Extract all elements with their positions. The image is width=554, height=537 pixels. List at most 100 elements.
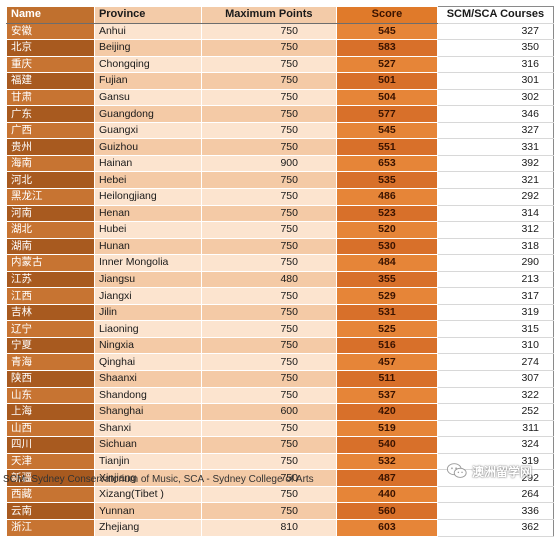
cell-name: 上海 — [6, 403, 95, 421]
cell-courses: 292 — [436, 188, 554, 206]
cell-name: 青海 — [6, 353, 95, 372]
cell-province: Jiangsu — [93, 270, 202, 289]
table-row: 浙江 Zhejiang 810 603 362 — [6, 518, 554, 537]
cell-courses: 311 — [436, 419, 554, 438]
cell-name: 西藏 — [6, 485, 95, 504]
cell-province: Anhui — [93, 22, 202, 41]
cell-name: 宁夏 — [6, 336, 95, 355]
cell-province: Xinjiang — [93, 469, 202, 487]
cell-score: 551 — [336, 138, 438, 156]
cell-province: Hainan — [93, 154, 202, 173]
cell-score: 523 — [336, 204, 438, 223]
cell-courses: 315 — [436, 320, 554, 338]
cell-max-points: 750 — [200, 386, 338, 405]
cell-name: 湖北 — [6, 221, 95, 239]
cell-score: 577 — [336, 105, 438, 123]
cell-courses: 346 — [436, 105, 554, 123]
cell-name: 广东 — [6, 105, 95, 123]
score-table-container: Name Province Maximum Points Score SCM/S… — [6, 6, 554, 537]
cell-score: 560 — [336, 502, 438, 520]
cell-max-points: 750 — [200, 469, 338, 487]
cell-max-points: 750 — [200, 320, 338, 338]
cell-score: 529 — [336, 287, 438, 305]
table-row: 湖南 Hunan 750 530 318 — [6, 237, 554, 256]
cell-max-points: 750 — [200, 370, 338, 388]
cell-name: 河南 — [6, 204, 95, 223]
cell-name: 浙江 — [6, 518, 95, 537]
table-row: 广东 Guangdong 750 577 346 — [6, 105, 554, 123]
cell-name: 甘肃 — [6, 88, 95, 107]
cell-score: 527 — [336, 55, 438, 74]
header-province: Province — [93, 6, 202, 24]
cell-courses: 310 — [436, 336, 554, 355]
cell-score: 484 — [336, 254, 438, 272]
cell-max-points: 600 — [200, 403, 338, 421]
cell-score: 457 — [336, 353, 438, 372]
table-row: 海南 Hainan 900 653 392 — [6, 154, 554, 173]
cell-province: Guangdong — [93, 105, 202, 123]
cell-courses: 302 — [436, 88, 554, 107]
cell-province: Shanxi — [93, 419, 202, 438]
cell-name: 山西 — [6, 419, 95, 438]
cell-province: Yunnan — [93, 502, 202, 520]
cell-max-points: 750 — [200, 72, 338, 90]
table-body: 安徽 Anhui 750 545 327 北京 Beijing 750 583 350 重庆 Chon… — [6, 22, 554, 537]
header-max-points: Maximum Points — [200, 6, 338, 24]
cell-province: Zhejiang — [93, 518, 202, 537]
cell-province: Hunan — [93, 237, 202, 256]
cell-province: Jilin — [93, 303, 202, 322]
cell-province: Liaoning — [93, 320, 202, 338]
watermark-text: 澳洲留学网 — [472, 464, 533, 479]
cell-score: 520 — [336, 221, 438, 239]
cell-max-points: 750 — [200, 237, 338, 256]
cell-province: Qinghai — [93, 353, 202, 372]
cell-province: Chongqing — [93, 55, 202, 74]
cell-courses: 319 — [436, 303, 554, 322]
cell-courses: 327 — [436, 121, 554, 140]
header-courses: SCM/SCA Courses — [436, 6, 554, 24]
table-header-row: Name Province Maximum Points Score SCM/S… — [6, 6, 554, 24]
cell-score: 540 — [336, 436, 438, 454]
table-row: 青海 Qinghai 750 457 274 — [6, 353, 554, 372]
table-row: 山西 Shanxi 750 519 311 — [6, 419, 554, 438]
cell-max-points: 750 — [200, 138, 338, 156]
cell-province: Shaanxi — [93, 370, 202, 388]
cell-score: 583 — [336, 39, 438, 57]
cell-province: Sichuan — [93, 436, 202, 454]
cell-name: 湖南 — [6, 237, 95, 256]
cell-max-points: 750 — [200, 353, 338, 372]
table-row: 贵州 Guizhou 750 551 331 — [6, 138, 554, 156]
cell-name: 江西 — [6, 287, 95, 305]
cell-name: 江苏 — [6, 270, 95, 289]
cell-max-points: 750 — [200, 419, 338, 438]
cell-courses: 319 — [436, 452, 554, 471]
cell-max-points: 750 — [200, 121, 338, 140]
table-row: 北京 Beijing 750 583 350 — [6, 39, 554, 57]
cell-province: Beijing — [93, 39, 202, 57]
cell-province: Guizhou — [93, 138, 202, 156]
cell-province: Shandong — [93, 386, 202, 405]
table-row: 吉林 Jilin 750 531 319 — [6, 303, 554, 322]
cell-province: Shanghai — [93, 403, 202, 421]
cell-score: 511 — [336, 370, 438, 388]
cell-max-points: 750 — [200, 254, 338, 272]
cell-courses: 252 — [436, 403, 554, 421]
cell-province: Xizang(Tibet ) — [93, 485, 202, 504]
cell-score: 545 — [336, 121, 438, 140]
cell-name: 广西 — [6, 121, 95, 140]
cell-courses: 290 — [436, 254, 554, 272]
cell-score: 440 — [336, 485, 438, 504]
cell-province: Ningxia — [93, 336, 202, 355]
cell-score: 653 — [336, 154, 438, 173]
cell-courses: 213 — [436, 270, 554, 289]
cell-name: 吉林 — [6, 303, 95, 322]
cell-courses: 301 — [436, 72, 554, 90]
cell-max-points: 750 — [200, 485, 338, 504]
cell-province: Guangxi — [93, 121, 202, 140]
table-row: 甘肃 Gansu 750 504 302 — [6, 88, 554, 107]
cell-max-points: 750 — [200, 502, 338, 520]
cell-max-points: 900 — [200, 154, 338, 173]
cell-score: 525 — [336, 320, 438, 338]
cell-score: 519 — [336, 419, 438, 438]
cell-max-points: 750 — [200, 22, 338, 41]
